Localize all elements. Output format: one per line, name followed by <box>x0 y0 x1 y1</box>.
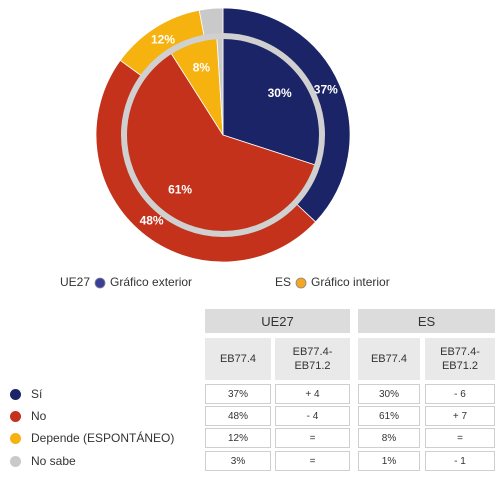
slice-label: 61% <box>168 182 192 196</box>
table-cell: + 4 <box>275 384 350 404</box>
column-header: EB77.4-EB71.2 <box>425 338 495 380</box>
table-cell: = <box>425 428 495 448</box>
column-header: EB77.4-EB71.2 <box>275 338 350 380</box>
row-label: No <box>10 406 46 426</box>
group-header: UE27 <box>205 309 350 333</box>
column-header: EB77.4 <box>205 338 271 380</box>
table-cell: 12% <box>205 428 271 448</box>
legend-label: Gráfico interior <box>311 275 390 289</box>
legend-name: ES <box>275 275 291 289</box>
table-cell: - 6 <box>425 384 495 404</box>
category-label: No sabe <box>31 454 76 468</box>
legend-dot <box>10 432 21 444</box>
legend-dot <box>10 455 21 467</box>
slice-label: 30% <box>268 86 292 100</box>
category-label: Sí <box>31 387 43 401</box>
ring-separator <box>121 33 325 237</box>
legend-dot <box>10 410 21 422</box>
category-label: Depende (ESPONTÁNEO) <box>31 431 175 445</box>
table-cell: - 4 <box>275 406 350 426</box>
table-cell: 1% <box>358 451 420 471</box>
row-label: Depende (ESPONTÁNEO) <box>10 428 174 448</box>
legend-name: UE27 <box>60 275 90 289</box>
slice-label: 37% <box>314 83 338 97</box>
legend-icon <box>94 277 106 289</box>
table-cell: 48% <box>205 406 271 426</box>
group-header: ES <box>358 309 495 333</box>
legend-label: Gráfico exterior <box>110 275 192 289</box>
slice-label: 48% <box>140 213 164 227</box>
table-cell: 30% <box>358 384 420 404</box>
slice-label: 8% <box>193 61 211 75</box>
table-cell: 3% <box>205 451 271 471</box>
slice-label: 12% <box>151 33 175 47</box>
table-cell: 8% <box>358 428 420 448</box>
row-label: No sabe <box>10 451 76 471</box>
table-cell: + 7 <box>425 406 495 426</box>
table-cell: = <box>275 451 350 471</box>
legend-icon <box>295 277 307 289</box>
table-cell: = <box>275 428 350 448</box>
legend-dot <box>10 388 21 400</box>
category-label: No <box>31 409 47 423</box>
row-label: Sí <box>10 384 42 404</box>
table-cell: 37% <box>205 384 271 404</box>
table-cell: - 1 <box>425 451 495 471</box>
chart: 37% 48% 12% 30% 61% 8% UE27 Gráfico exterior ES G… <box>60 7 390 289</box>
table-cell: 61% <box>358 406 420 426</box>
column-header: EB77.4 <box>358 338 420 380</box>
